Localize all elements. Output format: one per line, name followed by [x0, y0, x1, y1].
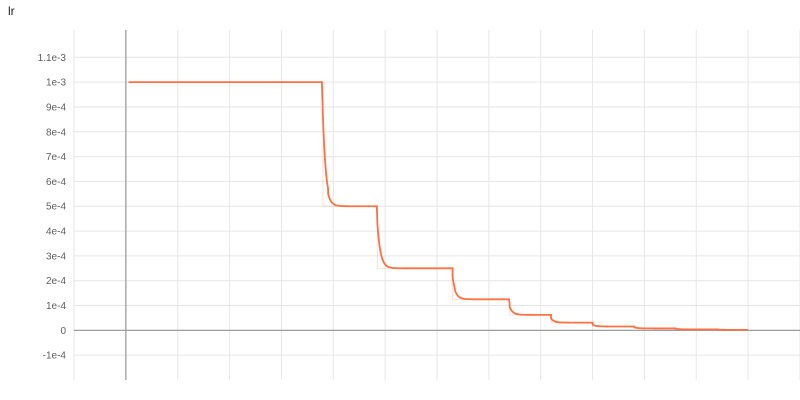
y-tick-labels: 1.1e-3 1e-3 9e-4 8e-4 7e-4 6e-4 5e-4 4e-4 3e-4 2e…: [38, 53, 67, 362]
y-tick-label-1: 1e-3: [46, 78, 66, 89]
series-0-smoothed-line: [128, 81, 749, 331]
x-gridlines: [73, 30, 800, 380]
y-tick-label-2: 9e-4: [46, 102, 66, 113]
y-tick-label-0: 1.1e-3: [38, 53, 67, 64]
series-layer: [128, 81, 749, 331]
axes: [74, 30, 800, 380]
y-tick-label-5: 6e-4: [46, 177, 66, 188]
y-tick-label-7: 4e-4: [46, 227, 66, 238]
y-tick-label-3: 8e-4: [46, 127, 66, 138]
y-tick-label-12: -1e-4: [43, 351, 67, 362]
y-tick-label-10: 1e-4: [46, 301, 66, 312]
y-tick-label-11: 0: [60, 326, 66, 337]
chart-title: lr: [8, 4, 15, 18]
y-tick-label-9: 2e-4: [46, 276, 66, 287]
y-tick-label-8: 3e-4: [46, 251, 66, 262]
y-tick-label-4: 7e-4: [46, 152, 66, 163]
y-tick-label-6: 5e-4: [46, 202, 66, 213]
